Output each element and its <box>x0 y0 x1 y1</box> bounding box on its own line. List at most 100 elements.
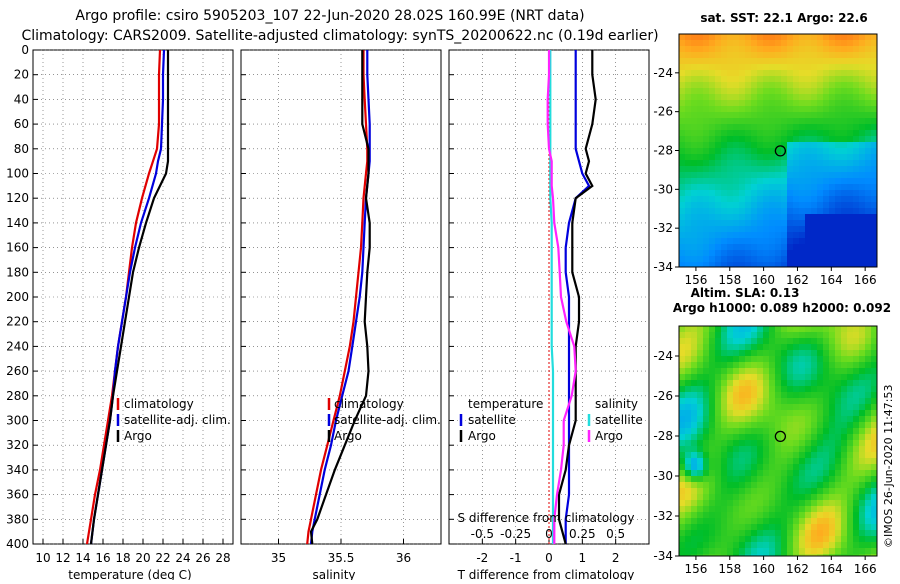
map-cell <box>691 380 697 386</box>
map-cell <box>757 154 763 160</box>
map-cell <box>805 338 811 344</box>
map-cell <box>835 250 841 256</box>
map-cell <box>823 386 829 392</box>
map-cell <box>793 374 799 380</box>
map-cell <box>739 470 745 476</box>
map-cell <box>817 46 823 52</box>
map-cell <box>799 172 805 178</box>
map-cell <box>679 494 685 500</box>
map-cell <box>811 386 817 392</box>
map-cell <box>745 196 751 202</box>
map-cell <box>697 64 703 70</box>
map-cell <box>793 434 799 440</box>
map-cell <box>679 82 685 88</box>
map-cell <box>793 542 799 548</box>
map-cell <box>745 344 751 350</box>
map-cell <box>871 106 877 112</box>
map-cell <box>691 142 697 148</box>
map-cell <box>841 398 847 404</box>
map-cell <box>751 250 757 256</box>
map-cell <box>859 362 865 368</box>
map-cell <box>703 106 709 112</box>
legend-label: satellite-adj. clim. <box>124 413 231 427</box>
map-cell <box>859 226 865 232</box>
map-cell <box>835 416 841 422</box>
map-cell <box>793 488 799 494</box>
map-cell <box>793 262 799 267</box>
map-cell <box>757 190 763 196</box>
map-cell <box>781 202 787 208</box>
map-cell <box>751 446 757 452</box>
map-cell <box>715 88 721 94</box>
map-cell <box>817 214 823 220</box>
map-cell <box>805 488 811 494</box>
map-cell <box>709 440 715 446</box>
map-cell <box>679 226 685 232</box>
map-cell <box>871 76 877 82</box>
map-cell <box>805 34 811 40</box>
map-cell <box>697 46 703 52</box>
map-cell <box>853 518 859 524</box>
map-cell <box>823 410 829 416</box>
map-cell <box>865 250 871 256</box>
map-cell <box>727 82 733 88</box>
map-cell <box>709 452 715 458</box>
map-cell <box>853 398 859 404</box>
map-cell <box>763 398 769 404</box>
map-cell <box>679 142 685 148</box>
map-cell <box>793 440 799 446</box>
map-cell <box>793 202 799 208</box>
map-cell <box>787 488 793 494</box>
map-cell <box>781 422 787 428</box>
map-cell <box>787 464 793 470</box>
map-cell <box>835 404 841 410</box>
map-cell <box>709 58 715 64</box>
map-cell <box>691 202 697 208</box>
map-cell <box>763 148 769 154</box>
map-cell <box>703 238 709 244</box>
map-cell <box>685 380 691 386</box>
map-cell <box>745 238 751 244</box>
map-cell <box>817 136 823 142</box>
map-cell <box>703 398 709 404</box>
map-cell <box>727 196 733 202</box>
map-cell <box>835 166 841 172</box>
map-cell <box>775 530 781 536</box>
map-cell <box>871 190 877 196</box>
map-cell <box>871 172 877 178</box>
map-y-tick-label: -24 <box>653 349 673 363</box>
map-cell <box>739 410 745 416</box>
map-cell <box>847 344 853 350</box>
map-cell <box>829 416 835 422</box>
y-tick-label: 340 <box>6 463 29 477</box>
map-cell <box>829 452 835 458</box>
map-cell <box>775 178 781 184</box>
map-cell <box>733 220 739 226</box>
map-cell <box>805 332 811 338</box>
y-tick-label: 100 <box>6 167 29 181</box>
map-cell <box>829 470 835 476</box>
map-cell <box>817 500 823 506</box>
map-cell <box>829 136 835 142</box>
map-cell <box>859 512 865 518</box>
map-cell <box>853 250 859 256</box>
map-cell <box>745 100 751 106</box>
map-cell <box>727 488 733 494</box>
map-cell <box>679 88 685 94</box>
map-cell <box>787 112 793 118</box>
map-cell <box>769 482 775 488</box>
map-cell <box>823 166 829 172</box>
map-cell <box>787 416 793 422</box>
map-cell <box>835 262 841 267</box>
map-cell <box>721 506 727 512</box>
map-cell <box>799 380 805 386</box>
map-cell <box>799 148 805 154</box>
map-cell <box>847 554 853 556</box>
map-cell <box>871 482 877 488</box>
map-cell <box>847 500 853 506</box>
map-cell <box>841 548 847 554</box>
map-cell <box>871 380 877 386</box>
map-cell <box>841 112 847 118</box>
map-cell <box>859 46 865 52</box>
map-cell <box>793 160 799 166</box>
